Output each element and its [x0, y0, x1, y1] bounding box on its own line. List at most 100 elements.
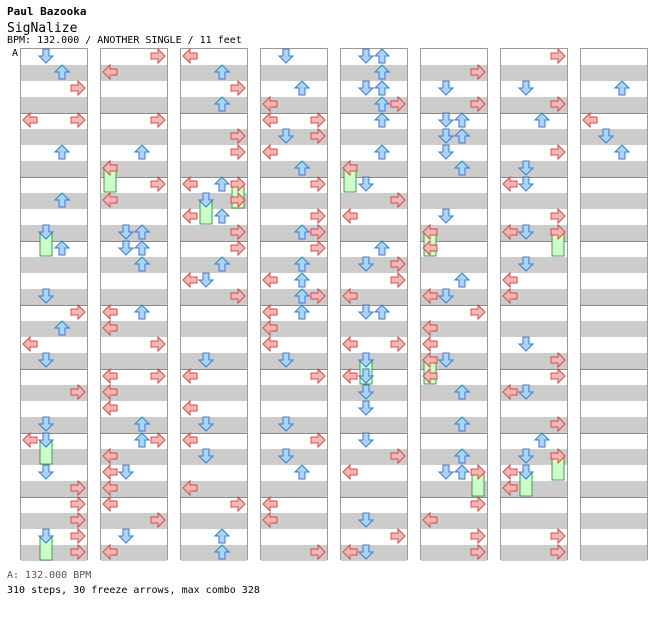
beat-band [101, 417, 167, 433]
measure-line [181, 433, 247, 434]
step-stats: 310 steps, 30 freeze arrows, max combo 3… [7, 585, 260, 596]
beat-band [181, 65, 247, 81]
bpm-marker: A [12, 48, 19, 59]
chart-column-5 [340, 48, 408, 561]
beat-band [581, 385, 647, 401]
beat-band [581, 257, 647, 273]
beat-band [101, 129, 167, 145]
beat-band [421, 481, 487, 497]
beat-band [501, 193, 567, 209]
beat-band [341, 353, 407, 369]
measure-line [501, 369, 567, 370]
beat-band [101, 97, 167, 113]
measure-line [501, 433, 567, 434]
beat-band [21, 161, 87, 177]
measure-line [261, 177, 327, 178]
beat-band [21, 289, 87, 305]
beat-band [421, 257, 487, 273]
measure-line [101, 177, 167, 178]
measure-line [261, 369, 327, 370]
measure-line [501, 241, 567, 242]
beat-band [21, 97, 87, 113]
beat-band [501, 65, 567, 81]
beat-band [261, 193, 327, 209]
beat-band [261, 481, 327, 497]
beat-band [341, 257, 407, 273]
beat-band [21, 385, 87, 401]
measure-line [421, 369, 487, 370]
measure-line [21, 433, 87, 434]
beat-band [101, 545, 167, 561]
beat-band [261, 545, 327, 561]
beat-band [21, 545, 87, 561]
beat-band [21, 513, 87, 529]
beat-band [101, 449, 167, 465]
measure-line [501, 177, 567, 178]
measure-line [181, 177, 247, 178]
beat-band [501, 417, 567, 433]
measure-line [581, 177, 647, 178]
measure-line [181, 497, 247, 498]
beat-band [501, 97, 567, 113]
beat-band [421, 193, 487, 209]
chart-column-7 [500, 48, 568, 561]
beat-band [181, 321, 247, 337]
beat-band [181, 417, 247, 433]
measure-line [581, 433, 647, 434]
beat-band [421, 385, 487, 401]
beat-band [101, 289, 167, 305]
measure-line [581, 241, 647, 242]
beat-band [341, 545, 407, 561]
beat-band [101, 353, 167, 369]
measure-line [501, 305, 567, 306]
beat-band [181, 161, 247, 177]
measure-line [21, 241, 87, 242]
beat-band [341, 97, 407, 113]
beat-band [421, 321, 487, 337]
measure-line [581, 113, 647, 114]
song-title: SigNalize [7, 21, 78, 36]
measure-line [21, 177, 87, 178]
measure-line [21, 305, 87, 306]
beat-band [421, 289, 487, 305]
beat-band [341, 225, 407, 241]
measure-line [261, 305, 327, 306]
beat-band [581, 481, 647, 497]
beat-band [581, 225, 647, 241]
measure-line [181, 305, 247, 306]
beat-band [341, 481, 407, 497]
beat-band [181, 193, 247, 209]
beat-band [501, 449, 567, 465]
measure-line [21, 497, 87, 498]
beat-band [341, 385, 407, 401]
beat-band [421, 417, 487, 433]
measure-line [341, 497, 407, 498]
beat-band [501, 513, 567, 529]
measure-line [341, 113, 407, 114]
beat-band [421, 225, 487, 241]
beat-band [341, 513, 407, 529]
beat-band [581, 193, 647, 209]
beat-band [21, 193, 87, 209]
beat-band [261, 321, 327, 337]
beat-band [341, 193, 407, 209]
beat-band [501, 129, 567, 145]
beat-band [581, 97, 647, 113]
beat-band [341, 449, 407, 465]
beat-band [101, 481, 167, 497]
beat-band [181, 353, 247, 369]
beat-band [501, 545, 567, 561]
beat-band [21, 449, 87, 465]
beat-band [501, 161, 567, 177]
measure-line [21, 113, 87, 114]
beat-band [581, 449, 647, 465]
beat-band [101, 193, 167, 209]
measure-line [581, 369, 647, 370]
beat-band [181, 449, 247, 465]
beat-band [421, 353, 487, 369]
measure-line [581, 497, 647, 498]
measure-line [341, 305, 407, 306]
beat-band [501, 321, 567, 337]
bpm-footer: A: 132.000 BPM [7, 570, 92, 581]
chart-column-4 [260, 48, 328, 561]
